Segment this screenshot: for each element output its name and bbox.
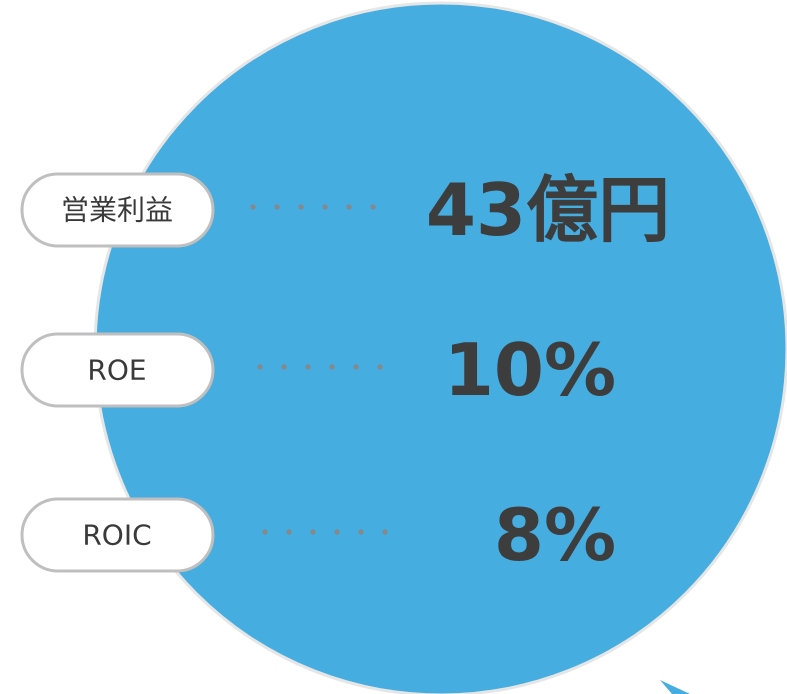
label-pill	[20, 172, 215, 248]
leader-dot	[346, 204, 352, 210]
leader-dot	[322, 204, 328, 210]
leader-dot	[274, 204, 280, 210]
leader-dot	[305, 364, 311, 370]
leader-dot	[257, 364, 263, 370]
leader-dot	[262, 529, 268, 535]
value-text: 10%	[444, 328, 616, 412]
leader-dot	[298, 204, 304, 210]
label-pill	[20, 497, 215, 573]
leader-dot	[281, 364, 287, 370]
leader-dot	[286, 529, 292, 535]
label-text: ROIC	[82, 519, 151, 552]
label-pill	[20, 332, 215, 408]
leader-dot	[310, 529, 316, 535]
leader-dot	[334, 529, 340, 535]
leader-dot	[250, 204, 256, 210]
value-text: 8%	[494, 493, 616, 577]
leader-dot	[329, 364, 335, 370]
value-text: 43億円	[426, 168, 670, 252]
arrow-tip	[660, 680, 690, 694]
leader-dot	[353, 364, 359, 370]
leader-dot	[377, 364, 383, 370]
label-text: 営業利益	[61, 194, 173, 227]
leader-dot	[382, 529, 388, 535]
leader-dot	[370, 204, 376, 210]
label-text: ROE	[87, 354, 146, 387]
leader-dot	[358, 529, 364, 535]
